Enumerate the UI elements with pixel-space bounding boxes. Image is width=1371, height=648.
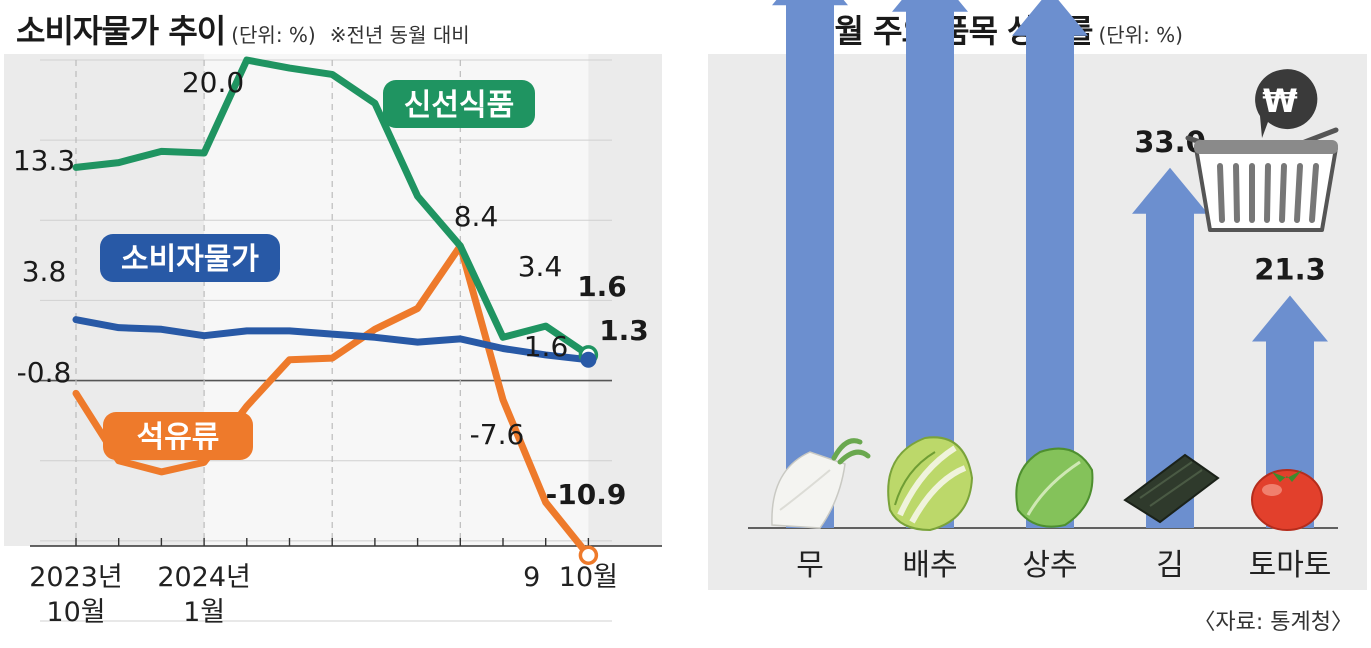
data-label: 3.4 <box>518 250 563 283</box>
bar-category-label: 상추 <box>1022 548 1077 583</box>
legend-fresh-food-label: 신선식품 <box>404 88 514 123</box>
right-unit: (단위: %) <box>1098 23 1183 47</box>
data-label: 8.4 <box>454 200 499 233</box>
bar-arrow-2 <box>892 0 968 528</box>
seaweed-icon <box>1123 453 1220 524</box>
data-label: 3.8 <box>22 255 67 288</box>
bar-arrow-4 <box>1132 167 1208 528</box>
left-unit: (단위: %) <box>231 23 316 47</box>
series-line-fresh-food <box>72 56 592 359</box>
x-tick-label: 10월 <box>559 562 618 593</box>
x-tick-label: 2023년 <box>29 562 123 593</box>
data-label: 13.3 <box>13 144 75 177</box>
left-chart-title: 소비자물가 추이 (단위: %) ※전년 동월 대비 <box>16 6 470 52</box>
end-point-petroleum <box>578 545 599 566</box>
bar-category-label: 토마토 <box>1249 548 1332 583</box>
lettuce-icon <box>1015 447 1094 528</box>
x-tick-label: 2024년 <box>157 562 251 593</box>
legend-cpi-label: 소비자물가 <box>121 242 259 277</box>
legend-petroleum: 석유류 <box>103 412 253 460</box>
end-point-cpi <box>580 351 597 368</box>
legend-cpi: 소비자물가 <box>100 234 280 282</box>
series-line-petroleum <box>72 242 592 559</box>
data-label: 20.0 <box>182 66 244 99</box>
x-tick-label: 1월 <box>183 597 225 628</box>
series-line-cpi <box>72 316 592 364</box>
source-note: 〈자료: 통계청〉 <box>1193 610 1353 635</box>
bar-value-label: 21.3 <box>1254 252 1326 286</box>
won-coin-icon: ₩ <box>1255 69 1318 138</box>
basket-icon <box>1185 127 1339 232</box>
radish-icon <box>771 438 871 529</box>
bar-category-label: 배추 <box>902 548 957 583</box>
bar-arrow-5 <box>1252 295 1328 528</box>
x-tick-label: 10월 <box>46 597 105 628</box>
data-label: 1.6 <box>577 270 627 303</box>
left-note: ※전년 동월 대비 <box>329 23 470 47</box>
tomato-icon <box>1251 469 1323 531</box>
left-title-text: 소비자물가 추이 <box>16 12 226 50</box>
cabbage-icon <box>887 436 974 532</box>
data-label: -0.8 <box>17 356 72 389</box>
svg-text:₩: ₩ <box>1262 82 1297 120</box>
x-tick-label: 9 <box>523 562 540 593</box>
bar-arrow-3 <box>1012 0 1088 528</box>
bar-category-label: 무 <box>796 548 824 583</box>
legend-petroleum-label: 석유류 <box>137 420 220 455</box>
bar-arrow-1 <box>772 0 848 528</box>
data-label: -7.6 <box>470 418 525 451</box>
data-label: 1.6 <box>524 330 569 363</box>
bar-category-label: 김 <box>1156 548 1184 583</box>
data-label: 1.3 <box>599 314 649 347</box>
data-label: -10.9 <box>546 478 627 511</box>
legend-fresh-food: 신선식품 <box>383 80 535 128</box>
